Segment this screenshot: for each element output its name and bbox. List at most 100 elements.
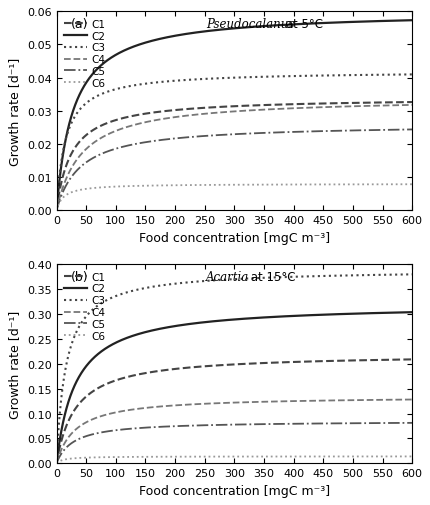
X-axis label: Food concentration [mgC m⁻³]: Food concentration [mgC m⁻³] (138, 484, 329, 497)
C6 (408, 182, 414, 188)
C2 (115, 339, 120, 345)
C6 (205, 453, 210, 460)
C1 (408, 357, 414, 363)
Line: C6: C6 (56, 457, 411, 463)
C5 (190, 423, 195, 429)
C5 (205, 422, 210, 428)
Line: C1: C1 (56, 103, 411, 211)
C2 (408, 310, 414, 316)
Text: at 5°C: at 5°C (282, 18, 322, 31)
C1 (205, 106, 210, 112)
C2 (190, 31, 195, 37)
C5 (115, 427, 120, 433)
C5 (408, 420, 414, 426)
C1 (115, 117, 120, 123)
C4 (363, 104, 369, 110)
Line: C3: C3 (56, 275, 411, 463)
C6 (190, 183, 195, 189)
Line: C5: C5 (56, 130, 411, 211)
C1 (54, 460, 59, 466)
C3 (190, 77, 195, 83)
C1 (190, 107, 195, 113)
C2 (402, 18, 407, 24)
C3 (363, 273, 369, 279)
C3 (408, 72, 414, 78)
Y-axis label: Growth rate [d⁻¹]: Growth rate [d⁻¹] (8, 58, 21, 166)
C4 (115, 409, 120, 415)
C4 (408, 103, 414, 109)
C4 (94, 138, 99, 144)
C5 (363, 128, 369, 134)
C6 (402, 182, 407, 188)
C4 (54, 460, 59, 466)
C5 (363, 420, 369, 426)
C3 (205, 77, 210, 83)
Legend: C1, C2, C3, C4, C5, C6: C1, C2, C3, C4, C5, C6 (61, 270, 107, 343)
C5 (190, 134, 195, 140)
C2 (54, 208, 59, 214)
C6 (54, 460, 59, 466)
C5 (94, 154, 99, 160)
Text: Pseudocalanus: Pseudocalanus (206, 18, 294, 31)
C3 (190, 279, 195, 285)
C5 (205, 133, 210, 139)
C4 (402, 397, 407, 403)
C1 (94, 386, 99, 392)
C5 (54, 460, 59, 466)
C3 (402, 72, 407, 78)
C1 (54, 208, 59, 214)
C2 (402, 310, 407, 316)
C4 (190, 401, 195, 408)
C1 (408, 100, 414, 106)
C4 (54, 208, 59, 214)
C4 (115, 128, 120, 134)
C3 (402, 272, 407, 278)
C2 (190, 321, 195, 327)
C6 (205, 182, 210, 188)
C3 (363, 73, 369, 79)
C3 (115, 86, 120, 92)
C1 (363, 358, 369, 364)
Text: (a): (a) (71, 18, 88, 31)
C2 (94, 67, 99, 73)
C4 (408, 397, 414, 403)
C6 (402, 453, 407, 460)
Line: C6: C6 (56, 185, 411, 211)
Legend: C1, C2, C3, C4, C5, C6: C1, C2, C3, C4, C5, C6 (61, 18, 107, 91)
C3 (54, 208, 59, 214)
Line: C2: C2 (56, 313, 411, 463)
C1 (115, 377, 120, 383)
C4 (205, 111, 210, 117)
C3 (94, 94, 99, 100)
Line: C5: C5 (56, 423, 411, 463)
C1 (402, 357, 407, 363)
Line: C4: C4 (56, 106, 411, 211)
C6 (363, 182, 369, 188)
Text: (b): (b) (71, 271, 88, 284)
Y-axis label: Growth rate [d⁻¹]: Growth rate [d⁻¹] (8, 310, 21, 418)
C6 (363, 453, 369, 460)
C2 (408, 18, 414, 24)
C4 (190, 113, 195, 119)
C1 (94, 125, 99, 131)
C2 (94, 352, 99, 358)
C6 (115, 184, 120, 190)
C2 (205, 29, 210, 35)
C6 (94, 185, 99, 191)
C2 (54, 460, 59, 466)
C2 (205, 319, 210, 325)
C5 (402, 127, 407, 133)
Line: C3: C3 (56, 75, 411, 211)
Line: C1: C1 (56, 360, 411, 463)
C5 (94, 430, 99, 436)
C3 (54, 460, 59, 466)
C1 (205, 363, 210, 369)
C2 (363, 311, 369, 317)
C4 (94, 415, 99, 421)
C3 (115, 292, 120, 298)
C3 (94, 304, 99, 310)
C6 (408, 453, 414, 460)
C2 (363, 19, 369, 25)
C1 (402, 100, 407, 106)
C3 (408, 272, 414, 278)
